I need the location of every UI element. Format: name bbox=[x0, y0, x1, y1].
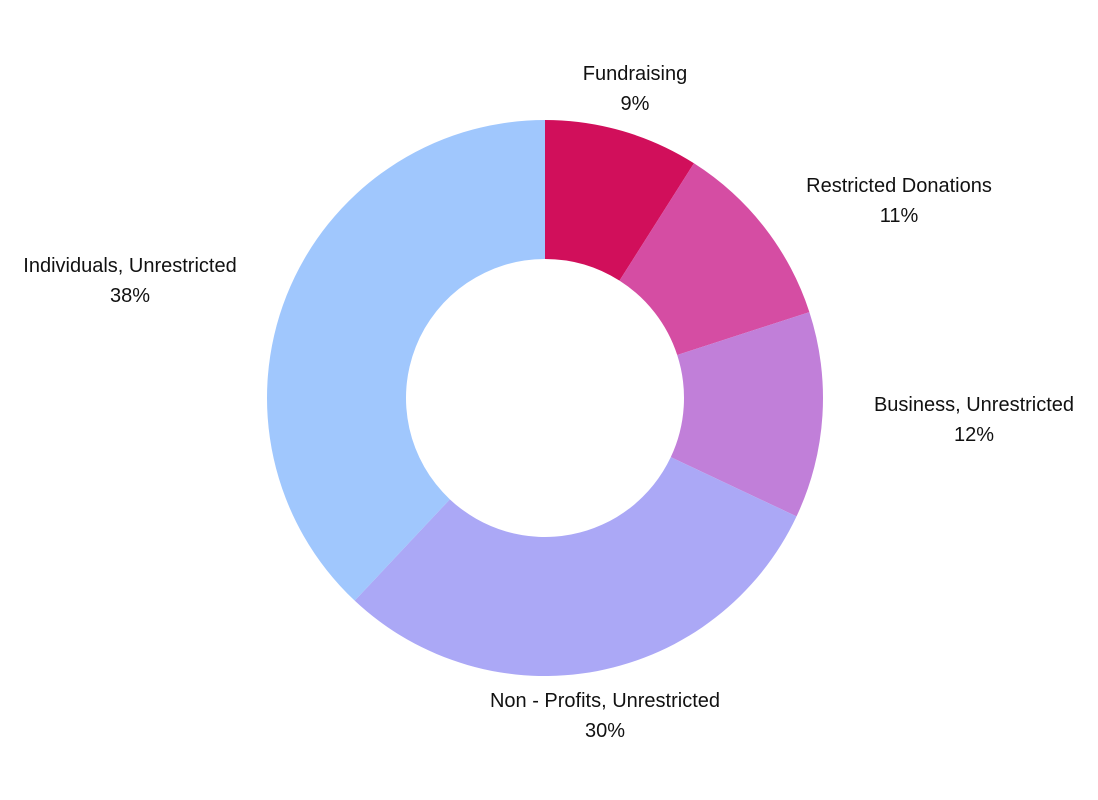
slice-value-label-5: 38% bbox=[110, 285, 150, 307]
donut-slice-1 bbox=[545, 120, 694, 281]
slice-label-2: Restricted Donations bbox=[806, 175, 992, 197]
slice-label-3: Business, Unrestricted bbox=[874, 394, 1074, 416]
slice-value-label-2: 11% bbox=[880, 205, 919, 227]
slice-label-4: Non - Profits, Unrestricted bbox=[490, 690, 720, 712]
slice-label-5: Individuals, Unrestricted bbox=[23, 255, 236, 277]
donut-slice-3 bbox=[670, 312, 823, 517]
slice-value-label-1: 9% bbox=[621, 93, 650, 115]
slice-value-label-3: 12% bbox=[954, 424, 994, 446]
slice-label-1: Fundraising bbox=[583, 63, 688, 85]
donut-slice-5 bbox=[267, 120, 545, 601]
slice-value-label-4: 30% bbox=[585, 720, 625, 742]
donut-slice-4 bbox=[354, 457, 797, 676]
donut-slice-2 bbox=[619, 163, 810, 356]
